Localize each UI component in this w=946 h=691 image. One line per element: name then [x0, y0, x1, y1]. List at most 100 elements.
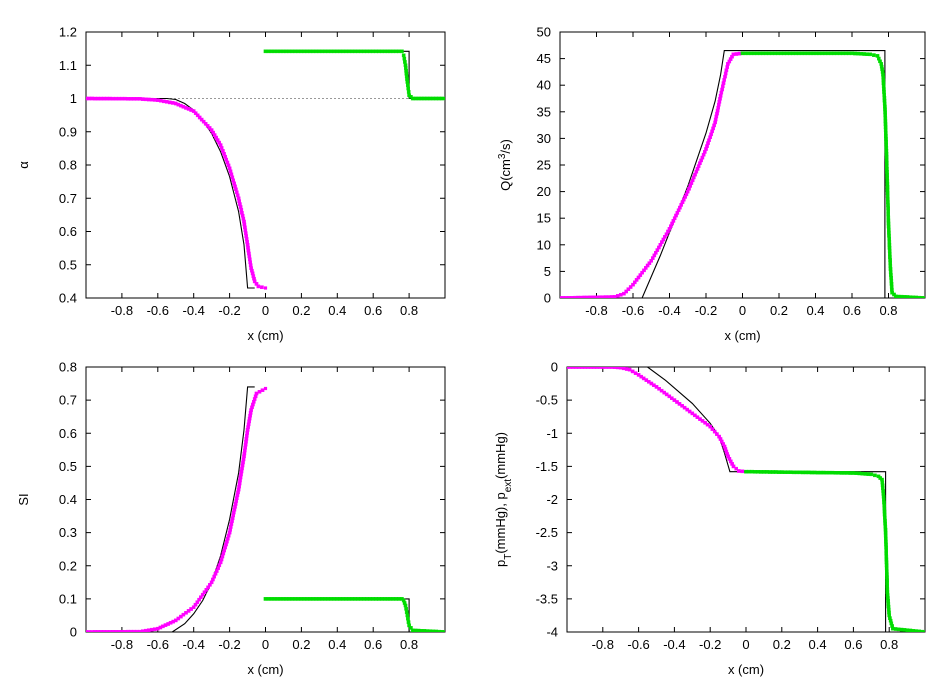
data-point: [189, 607, 193, 611]
series-markers: [560, 51, 745, 298]
data-point: [633, 371, 638, 376]
data-point: [886, 203, 890, 208]
data-point: [731, 464, 736, 469]
data-point: [561, 296, 565, 298]
data-point: [146, 628, 151, 632]
data-point: [193, 602, 198, 607]
x-tick-label: -0.8: [592, 637, 614, 652]
data-point: [716, 105, 720, 110]
x-axis-label: x (cm): [247, 328, 283, 343]
y-axis-label: SI: [16, 493, 31, 505]
y-tick-label: -2: [546, 492, 558, 507]
y-tick-label: 45: [537, 51, 551, 66]
x-tick-label: -0.4: [182, 303, 204, 318]
data-point: [129, 96, 133, 101]
x-tick-label: 0: [262, 303, 269, 318]
data-point: [140, 97, 145, 101]
data-point: [884, 143, 888, 147]
data-point: [619, 293, 623, 297]
plot-data: [86, 49, 445, 290]
data-point: [278, 49, 283, 54]
data-point: [320, 49, 325, 54]
data-point: [238, 478, 242, 483]
data-point: [191, 109, 196, 113]
data-point: [580, 367, 584, 369]
data-point: [832, 51, 836, 56]
y-tick-label: -1: [546, 426, 558, 441]
series-line: [560, 50, 925, 298]
data-point: [93, 630, 97, 632]
data-point: [886, 221, 891, 226]
x-tick-label: -0.6: [147, 637, 169, 652]
data-point: [715, 432, 719, 436]
data-point: [263, 597, 268, 601]
y-tick-label: 50: [537, 25, 551, 40]
x-tick-label: -0.2: [218, 303, 240, 318]
data-point: [323, 597, 328, 601]
data-point: [403, 60, 407, 64]
data-point: [135, 629, 139, 632]
data-point: [734, 52, 739, 56]
data-point: [220, 554, 225, 559]
series-markers: [263, 49, 445, 101]
data-point: [883, 515, 887, 520]
data-point: [117, 630, 121, 632]
data-point: [615, 367, 620, 370]
data-point: [670, 396, 674, 401]
data-point: [791, 51, 795, 56]
data-point: [884, 554, 889, 559]
data-point: [222, 548, 227, 553]
data-point: [752, 51, 757, 56]
data-point: [885, 169, 889, 174]
data-point: [882, 512, 887, 517]
x-tick-label: 0.4: [328, 303, 346, 318]
y-tick-label: 1.1: [59, 58, 77, 73]
x-tick-label: 0.8: [880, 637, 898, 652]
data-point: [700, 419, 705, 423]
y-tick-label: -0.5: [536, 393, 558, 408]
data-point: [326, 49, 331, 54]
data-point: [768, 470, 772, 474]
data-point: [335, 49, 340, 54]
data-point: [93, 96, 97, 101]
data-point: [794, 470, 799, 475]
data-point: [923, 630, 925, 632]
data-point: [712, 429, 717, 434]
data-point: [406, 620, 411, 624]
y-tick-label: 0.8: [59, 158, 77, 173]
x-tick-label: 0.2: [773, 637, 791, 652]
data-point: [708, 424, 712, 429]
data-point: [886, 218, 891, 223]
x-tick-label: -0.2: [218, 637, 240, 652]
y-tick-label: 0: [70, 625, 77, 640]
data-point: [96, 96, 100, 101]
data-point: [329, 49, 334, 54]
data-point: [143, 628, 148, 632]
data-point: [568, 367, 572, 369]
data-point: [202, 590, 207, 594]
data-point: [740, 469, 745, 474]
data-point: [440, 630, 444, 632]
data-point: [859, 52, 863, 56]
x-tick-label: 0.2: [770, 303, 788, 318]
data-point: [290, 49, 295, 54]
data-point: [659, 388, 664, 393]
data-point: [598, 367, 602, 369]
data-point: [320, 597, 325, 601]
data-point: [884, 148, 889, 153]
data-point: [883, 116, 888, 121]
data-point: [263, 286, 268, 290]
data-point: [777, 470, 781, 474]
data-point: [899, 294, 904, 298]
data-point: [576, 295, 580, 298]
data-point: [884, 560, 889, 565]
data-point: [347, 49, 352, 54]
data-point: [711, 126, 715, 131]
data-point: [296, 597, 301, 601]
data-point: [887, 242, 892, 247]
data-point: [323, 49, 328, 54]
y-tick-label: 0.4: [59, 291, 77, 306]
data-point: [176, 616, 181, 621]
data-point: [774, 470, 778, 474]
